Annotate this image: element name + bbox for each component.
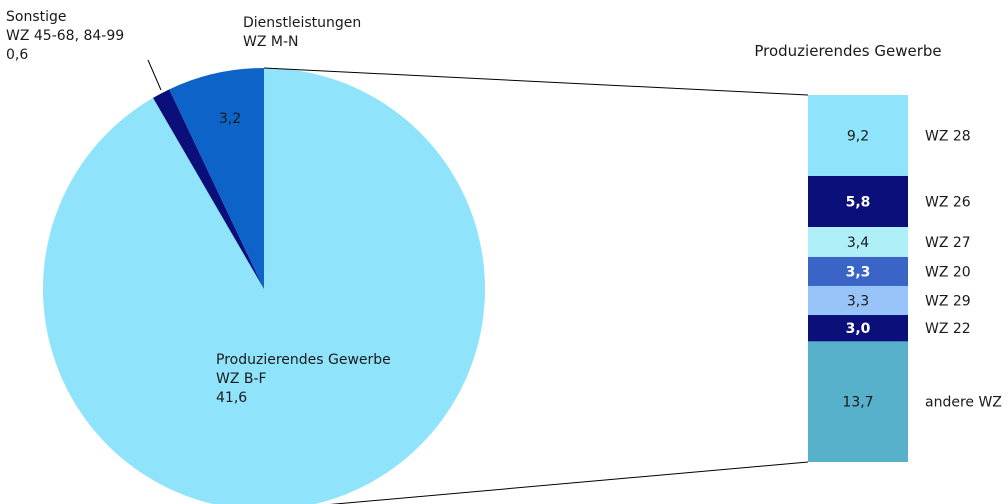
- connector-line-bottom: [329, 461, 809, 504]
- bar-segment: [808, 256, 908, 286]
- bar-segment: [808, 285, 908, 316]
- connector-lines: [263, 67, 809, 504]
- bar-category-label: WZ 29: [925, 294, 971, 310]
- pie-slice: [43, 68, 485, 504]
- bar-value-label: 5,8: [846, 194, 871, 210]
- bar-segment: [808, 341, 908, 462]
- bar-segment: [808, 315, 908, 342]
- connector-line-top: [263, 67, 809, 96]
- bar-category-label: WZ 26: [925, 194, 971, 210]
- pie-chart: Produzierendes Gewerbe WZ B-F 41,6 Sonstige…: [6, 9, 485, 504]
- pie-label-produzierendes: Produzierendes Gewerbe WZ B-F 41,6: [216, 352, 391, 406]
- stacked-bar-chart: 9,2 WZ 28 5,8 WZ 26 3,4 WZ 27 3,3 WZ 20 3,3 WZ 29…: [808, 95, 1002, 462]
- pie-label-dienstleistungen: Dienstleistungen WZ M-N: [243, 15, 361, 50]
- bar-value-label: 3,3: [846, 264, 871, 280]
- bar-category-label: WZ 28: [925, 128, 971, 144]
- sonstige-leader-line: [147, 59, 162, 91]
- bar-segment: [808, 227, 908, 257]
- pie-slice: [169, 68, 264, 289]
- bar-value-label: 3,0: [846, 321, 871, 337]
- bar-category-label: andere WZ: [925, 395, 1002, 411]
- bar-segment: [808, 95, 908, 176]
- pie-label-sonstige: Sonstige WZ 45-68, 84-99 0,6: [6, 9, 124, 63]
- bar-value-label: 3,3: [847, 294, 869, 310]
- bar-value-label: 3,4: [847, 235, 869, 251]
- bar-category-label: WZ 22: [925, 321, 971, 337]
- bar-category-label: WZ 20: [925, 264, 971, 280]
- bar-title: Produzierendes Gewerbe: [754, 42, 941, 60]
- pie-value-dienstleistungen: 3,2: [219, 111, 241, 127]
- bar-value-label: 9,2: [847, 128, 869, 144]
- bar-segment: [808, 175, 908, 228]
- bar-category-label: WZ 27: [925, 235, 971, 251]
- pie-slice: [153, 89, 264, 289]
- bar-value-label: 13,7: [842, 395, 873, 411]
